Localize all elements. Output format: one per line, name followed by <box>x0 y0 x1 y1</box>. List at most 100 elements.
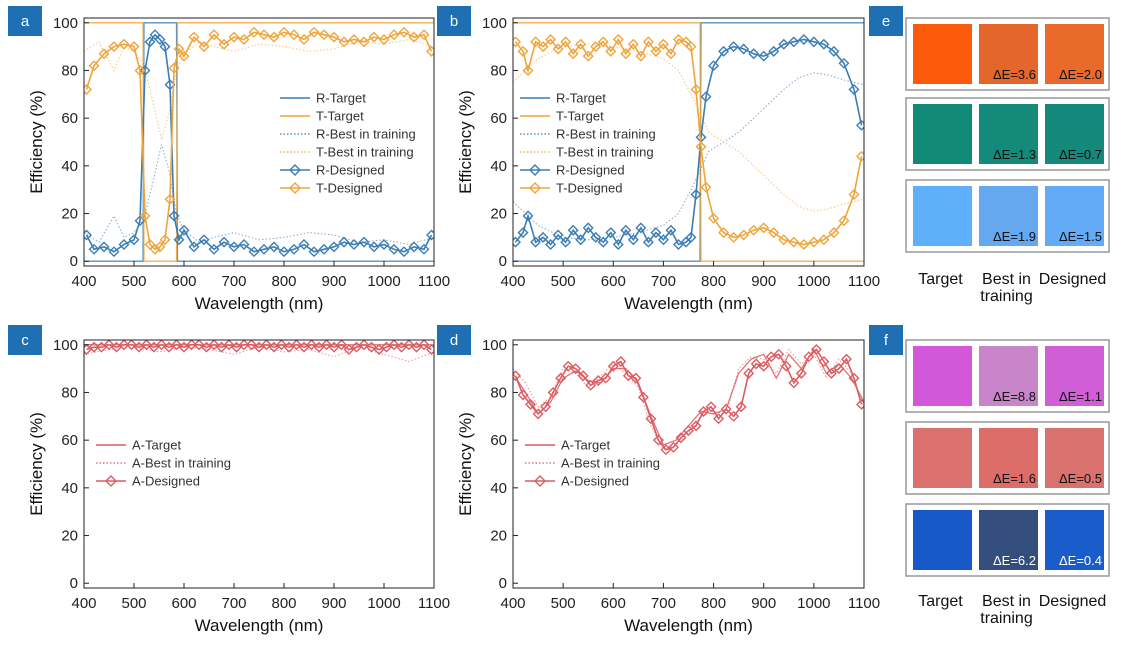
swatch-row-frame <box>905 97 1110 171</box>
data-point-marker <box>780 360 792 372</box>
chart-panel-b: 400 500 600 700 800 900 1000 1100 0 20 40 60 80 100 Wa… <box>456 15 880 313</box>
data-point-marker <box>288 243 300 255</box>
data-point-marker <box>585 379 597 391</box>
x-axis-title: Wavelength (nm) <box>624 294 753 313</box>
y-axis-title: Efficiency (%) <box>27 412 46 516</box>
series-line <box>84 346 434 363</box>
panel-tag-background <box>869 6 903 36</box>
data-point-marker <box>388 340 400 351</box>
data-point-marker <box>700 91 712 103</box>
data-point-marker <box>128 234 140 246</box>
swatch-row-frame <box>905 179 1110 253</box>
data-point-marker <box>590 41 602 53</box>
x-tick-label: 400 <box>500 595 525 612</box>
delta-e-label: ΔE=3.6 <box>993 67 1036 82</box>
data-point-marker <box>186 340 197 351</box>
color-swatch <box>979 428 1038 488</box>
y-tick-label: 20 <box>61 206 78 223</box>
legend-label: A-Target <box>561 438 611 453</box>
data-point-marker <box>108 41 120 53</box>
data-point-marker <box>193 340 205 351</box>
delta-e-label: ΔE=0.7 <box>1059 147 1102 162</box>
data-point-marker <box>258 29 270 41</box>
data-point-marker <box>168 210 180 222</box>
series-line <box>514 348 863 451</box>
y-axis-title: Efficiency (%) <box>27 90 46 194</box>
data-point-marker <box>567 224 579 236</box>
swatch-row: ΔE=1.6 ΔE=0.5 <box>905 421 1110 495</box>
y-tick-label: 100 <box>53 15 78 32</box>
plot-area <box>84 340 434 363</box>
x-tick-label: 700 <box>651 273 676 290</box>
x-tick-label: 1100 <box>848 595 880 612</box>
series-line <box>513 22 864 262</box>
color-swatch <box>979 104 1038 164</box>
data-point-marker <box>348 33 360 45</box>
delta-e-label: ΔE=1.3 <box>993 147 1036 162</box>
data-point-marker <box>144 36 156 48</box>
data-point-marker <box>642 36 654 48</box>
panel-tag-letter: f <box>884 332 889 349</box>
data-point-marker <box>665 224 677 236</box>
plot-area <box>513 22 864 262</box>
x-tick-label: 500 <box>121 595 146 612</box>
data-point-marker <box>398 246 410 258</box>
data-point-marker <box>768 227 780 239</box>
x-tick-label: 400 <box>500 273 525 290</box>
y-tick-label: 60 <box>490 110 507 127</box>
data-point-marker <box>338 236 350 248</box>
data-point-marker <box>248 246 260 258</box>
data-point-marker <box>758 50 770 62</box>
data-point-marker <box>685 41 697 53</box>
column-label: training <box>980 610 1032 627</box>
data-point-marker <box>156 340 167 351</box>
series-line <box>86 343 432 351</box>
data-point-marker <box>358 36 370 48</box>
data-point-marker <box>118 239 130 251</box>
legend-label: T-Target <box>316 109 364 124</box>
data-point-marker <box>321 340 332 351</box>
y-tick-label: 60 <box>61 432 78 449</box>
panel-label-e: e <box>869 6 903 36</box>
data-point-marker <box>748 224 760 236</box>
color-swatch <box>913 428 972 488</box>
panel-label-a: a <box>8 6 42 36</box>
data-point-marker <box>652 434 664 446</box>
legend-item: T-Target <box>520 109 604 124</box>
data-point-marker <box>738 43 750 55</box>
series-r-target <box>84 22 434 262</box>
color-swatch <box>913 104 972 164</box>
data-point-marker <box>188 31 200 43</box>
data-point-marker <box>695 141 707 153</box>
x-tick-label: 700 <box>221 595 246 612</box>
data-point-marker <box>690 84 702 96</box>
data-point-marker <box>748 48 760 60</box>
data-point-marker <box>141 340 152 351</box>
data-point-marker <box>685 231 697 243</box>
legend-item: A-Designed <box>96 474 200 489</box>
panel-tag-letter: b <box>450 13 458 30</box>
data-point-marker <box>513 370 521 382</box>
data-point-marker <box>562 360 574 372</box>
data-point-marker <box>540 401 552 413</box>
series-line <box>514 38 863 247</box>
data-point-marker <box>118 340 130 351</box>
panel-tag-background <box>869 325 903 355</box>
data-point-marker <box>808 236 820 248</box>
data-point-marker <box>268 31 280 43</box>
color-swatch <box>913 346 972 406</box>
data-point-marker <box>105 475 117 487</box>
x-tick-label: 600 <box>601 273 626 290</box>
data-point-marker <box>378 239 390 251</box>
data-point-marker <box>856 119 864 131</box>
delta-e-label: ΔE=0.5 <box>1059 471 1102 486</box>
data-point-marker <box>635 222 647 234</box>
data-point-marker <box>825 367 837 379</box>
data-point-marker <box>600 372 612 384</box>
series-line <box>84 22 434 262</box>
data-point-marker <box>228 241 240 253</box>
column-label: Best in <box>982 593 1031 610</box>
data-point-marker <box>798 33 810 45</box>
legend-label: R-Best in training <box>316 127 416 142</box>
